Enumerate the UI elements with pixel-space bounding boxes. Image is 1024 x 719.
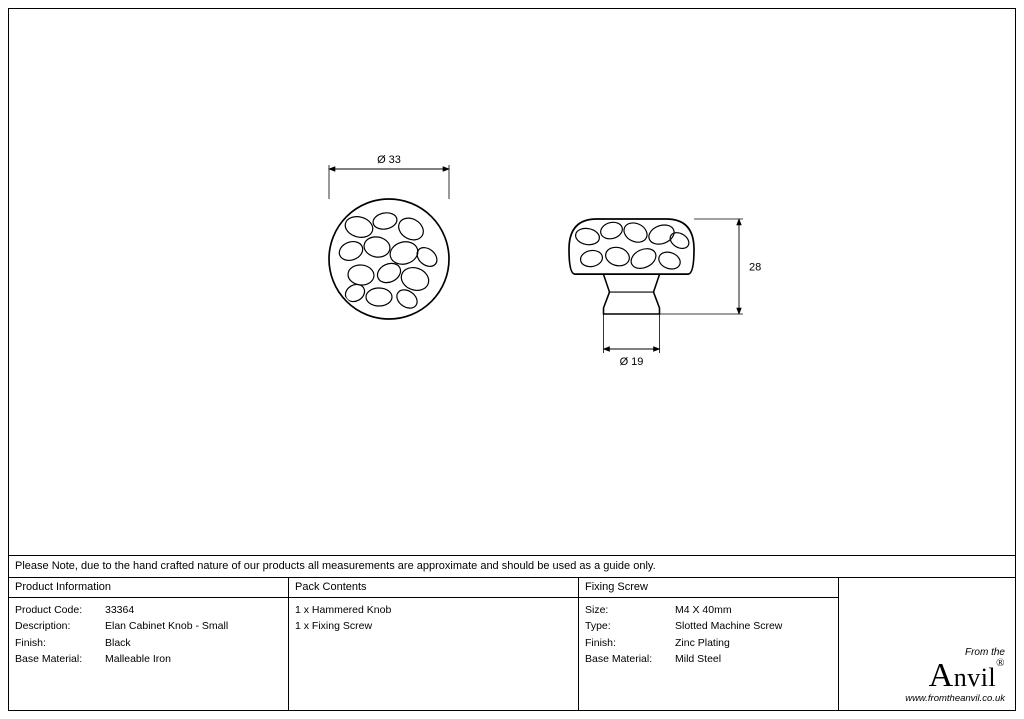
logo-column: From the Anvil® www.fromtheanvil.co.uk: [839, 578, 1015, 710]
technical-drawing: Ø 33 28 Ø 19: [9, 9, 1015, 555]
drawing-area: Ø 33 28 Ø 19: [9, 9, 1015, 555]
svg-text:Ø 33: Ø 33: [377, 154, 401, 166]
pack-item: 1 x Fixing Screw: [295, 618, 572, 634]
fixing-screw-row: Base Material:Mild Steel: [585, 651, 832, 667]
value: Elan Cabinet Knob - Small: [105, 618, 282, 634]
value: Slotted Machine Screw: [675, 618, 832, 634]
brand-logo: From the Anvil® www.fromtheanvil.co.uk: [905, 648, 1005, 704]
value: Mild Steel: [675, 651, 832, 667]
value: Black: [105, 635, 282, 651]
logo-name: Anvil®: [905, 658, 1005, 694]
logo-registered-icon: ®: [996, 657, 1005, 669]
svg-text:Ø 19: Ø 19: [620, 356, 644, 368]
label: Product Code:: [15, 602, 105, 618]
product-info-body: Product Code:33364Description:Elan Cabin…: [9, 598, 288, 671]
pack-item: 1 x Hammered Knob: [295, 602, 572, 618]
pack-contents-header: Pack Contents: [289, 578, 578, 598]
product-info-header: Product Information: [9, 578, 288, 598]
fixing-screw-row: Finish:Zinc Plating: [585, 635, 832, 651]
label: Description:: [15, 618, 105, 634]
svg-text:28: 28: [749, 262, 761, 274]
product-info-row: Base Material:Malleable Iron: [15, 651, 282, 667]
logo-url: www.fromtheanvil.co.uk: [905, 694, 1005, 704]
fixing-screw-column: Fixing Screw Size:M4 X 40mmType:Slotted …: [579, 578, 839, 710]
label: Type:: [585, 618, 675, 634]
label: Finish:: [15, 635, 105, 651]
value: Zinc Plating: [675, 635, 832, 651]
product-info-row: Description:Elan Cabinet Knob - Small: [15, 618, 282, 634]
sheet-border: Ø 33 28 Ø 19 Please Note, due to the hand …: [8, 8, 1016, 711]
logo-from-text: From the: [905, 648, 1005, 659]
note-row: Please Note, due to the hand crafted nat…: [9, 555, 1015, 577]
product-info-row: Product Code:33364: [15, 602, 282, 618]
fixing-screw-row: Size:M4 X 40mm: [585, 602, 832, 618]
value: Malleable Iron: [105, 651, 282, 667]
pack-contents-column: Pack Contents 1 x Hammered Knob1 x Fixin…: [289, 578, 579, 710]
label: Size:: [585, 602, 675, 618]
product-info-column: Product Information Product Code:33364De…: [9, 578, 289, 710]
value: M4 X 40mm: [675, 602, 832, 618]
value: 33364: [105, 602, 282, 618]
label: Finish:: [585, 635, 675, 651]
label: Base Material:: [15, 651, 105, 667]
label: Base Material:: [585, 651, 675, 667]
info-table: Product Information Product Code:33364De…: [9, 577, 1015, 710]
product-info-row: Finish:Black: [15, 635, 282, 651]
fixing-screw-header: Fixing Screw: [579, 578, 838, 598]
logo-rest: nvil: [954, 663, 996, 692]
logo-initial: A: [929, 657, 954, 694]
pack-contents-body: 1 x Hammered Knob1 x Fixing Screw: [289, 598, 578, 639]
fixing-screw-row: Type:Slotted Machine Screw: [585, 618, 832, 634]
note-text: Please Note, due to the hand crafted nat…: [15, 560, 656, 572]
fixing-screw-body: Size:M4 X 40mmType:Slotted Machine Screw…: [579, 598, 838, 671]
